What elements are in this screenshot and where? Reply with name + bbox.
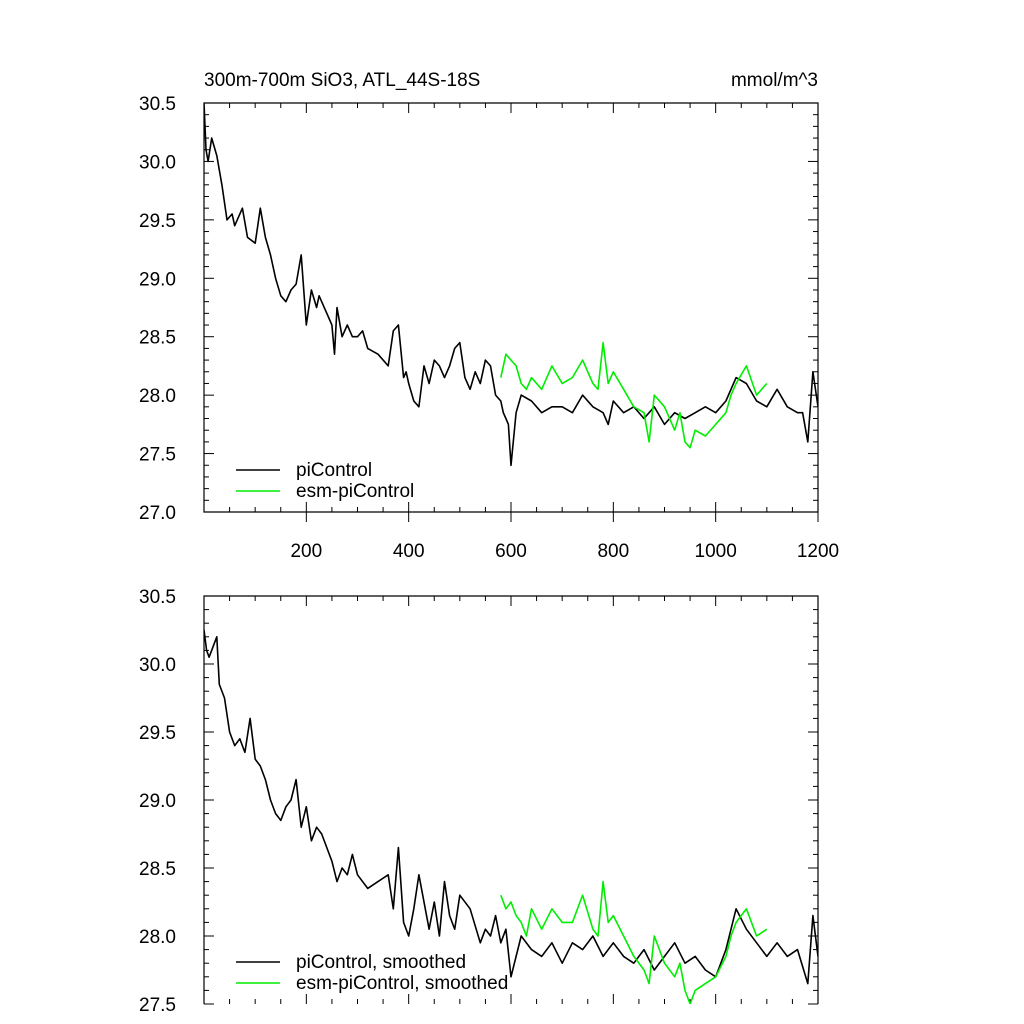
x-tick-label: 200 [290, 541, 322, 562]
y-tick-label: 29.5 [139, 211, 176, 232]
legend-label: piControl [296, 460, 372, 481]
series-line-esm-picontrol-smoothed [500, 880, 768, 1004]
y-tick-label: 29.5 [139, 723, 176, 744]
top-panel: 300m-700m SiO3, ATL_44S-18S mmol/m^3 30.… [139, 70, 839, 562]
units-label: mmol/m^3 [731, 70, 818, 91]
y-tick-label: 30.0 [139, 152, 176, 173]
x-tick-label: 400 [393, 541, 425, 562]
axes-frame [203, 102, 819, 513]
y-tick-label: 29.0 [139, 791, 176, 812]
y-tick-label: 28.0 [139, 927, 176, 948]
x-tick-label: 600 [495, 541, 527, 562]
y-tick-label: 27.5 [139, 995, 176, 1016]
x-tick-label: 1000 [695, 541, 737, 562]
y-tick-label: 30.5 [139, 587, 176, 608]
y-tick-label: 30.0 [139, 655, 176, 676]
legend-label: esm-piControl, smoothed [296, 973, 508, 994]
y-tick-label: 30.5 [139, 94, 176, 115]
chart-title: 300m-700m SiO3, ATL_44S-18S [204, 70, 480, 91]
series-line-esm-picontrol [500, 341, 768, 449]
y-tick-label: 28.5 [139, 328, 176, 349]
series-line-picontrol [204, 103, 818, 467]
x-tick-label: 800 [597, 541, 629, 562]
y-tick-label: 27.5 [139, 445, 176, 466]
y-tick-label: 28.0 [139, 386, 176, 407]
x-tick-label: 1200 [797, 541, 839, 562]
series-line-picontrol-smoothed [204, 629, 818, 985]
legend-label: esm-piControl [296, 481, 414, 502]
axes-frame [203, 595, 819, 1004]
bottom-panel: 30.5 30.0 29.5 29.0 28.5 28.0 27.5 piControl, s… [139, 587, 819, 1016]
legend-label: piControl, smoothed [296, 952, 466, 973]
y-tick-label: 28.5 [139, 859, 176, 880]
y-tick-label: 27.0 [139, 503, 176, 524]
y-tick-label: 29.0 [139, 269, 176, 290]
